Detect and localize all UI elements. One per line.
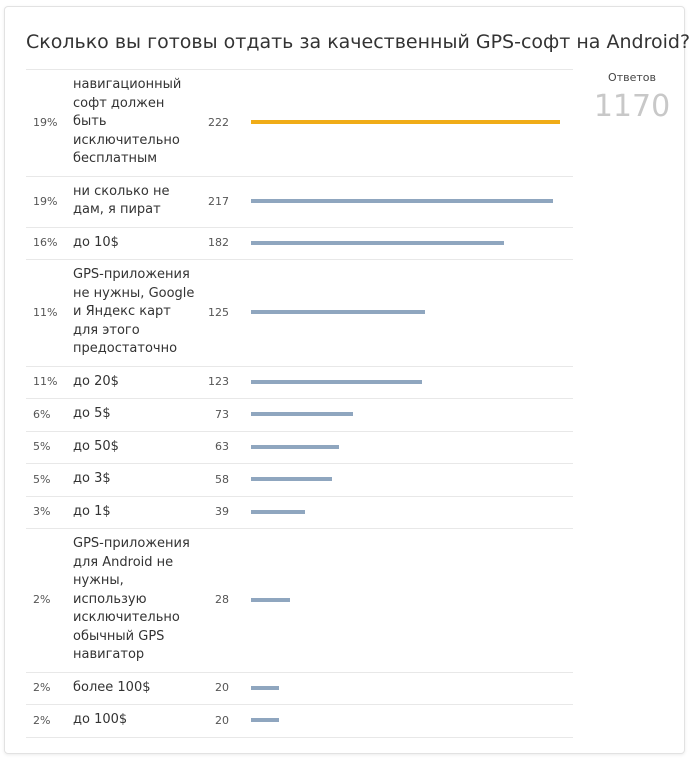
option-percent: 3% — [33, 505, 51, 519]
poll-option: 5% до 50$ 63 — [26, 430, 573, 464]
option-percent: 11% — [33, 375, 58, 389]
option-votes: 20 — [215, 681, 229, 695]
option-bar — [251, 199, 554, 203]
option-percent: 16% — [33, 236, 58, 250]
bar-track — [251, 240, 561, 245]
option-votes: 39 — [215, 505, 229, 519]
poll-title: Сколько вы готовы отдать за качественный… — [26, 31, 690, 53]
option-bar — [251, 685, 279, 690]
option-label: ни сколько не дам, я пират — [73, 183, 170, 218]
poll-option: 11% GPS-приложения не нужны, Google и Янд… — [26, 259, 573, 366]
option-label: до 50$ — [73, 438, 119, 454]
poll-option: 3% до 1$ 39 — [26, 495, 573, 529]
option-label: GPS-приложения для Android не нужны, исп… — [73, 536, 190, 662]
option-votes: 123 — [208, 375, 229, 389]
bar-track — [251, 120, 561, 125]
option-percent: 19% — [33, 194, 58, 208]
bar-track — [251, 718, 561, 723]
bar-track — [251, 685, 561, 690]
poll-option: 5% до 3$ 58 — [26, 463, 573, 496]
option-votes: 217 — [208, 194, 229, 208]
poll-option: 19% навигационный софт должен быть исключ… — [26, 69, 573, 176]
bar-track — [251, 412, 561, 417]
option-percent: 11% — [33, 305, 58, 319]
option-percent: 6% — [33, 407, 51, 421]
option-votes: 222 — [208, 115, 229, 129]
bar-track — [251, 509, 561, 514]
option-bar — [251, 412, 353, 417]
option-votes: 28 — [215, 593, 229, 607]
bar-track — [251, 444, 561, 449]
option-percent: 2% — [33, 681, 51, 695]
option-bar — [251, 477, 332, 482]
option-bar — [251, 310, 425, 315]
poll-option: 19% ни сколько не дам, я пират 217 — [26, 175, 573, 227]
poll-option: 11% до 20$ 123 — [26, 365, 573, 399]
option-label: до 20$ — [73, 373, 119, 389]
option-votes: 125 — [208, 305, 229, 319]
option-percent: 2% — [33, 593, 51, 607]
option-label: до 100$ — [73, 712, 128, 727]
option-bar — [251, 240, 505, 245]
option-votes: 58 — [215, 472, 229, 486]
option-votes: 20 — [215, 713, 229, 727]
option-bar — [251, 509, 306, 514]
option-votes: 73 — [215, 407, 229, 421]
option-bar — [251, 597, 290, 602]
option-percent: 5% — [33, 472, 51, 486]
option-percent: 19% — [33, 115, 58, 129]
bar-track — [251, 379, 561, 384]
poll-option: 6% до 5$ 73 — [26, 398, 573, 431]
option-bar — [251, 718, 279, 723]
poll-option: 2% более 100$ 20 — [26, 671, 573, 705]
option-votes: 63 — [215, 440, 229, 454]
bar-track — [251, 597, 561, 602]
option-percent: 2% — [33, 713, 51, 727]
option-votes: 182 — [208, 236, 229, 250]
option-label: до 10$ — [73, 234, 119, 250]
option-label: до 3$ — [73, 471, 111, 486]
poll-options: 19% навигационный софт должен быть исключ… — [26, 69, 573, 738]
poll-option: 2% до 100$ 20 — [26, 704, 573, 737]
option-percent: 5% — [33, 440, 51, 454]
bar-track — [251, 477, 561, 482]
bar-track — [251, 310, 561, 315]
poll-box: Сколько вы готовы отдать за качественный… — [4, 6, 690, 754]
option-bar — [251, 120, 560, 125]
option-label: более 100$ — [73, 679, 151, 695]
option-bar — [251, 379, 423, 384]
option-label: навигационный софт должен быть исключите… — [73, 77, 182, 166]
poll-option: 2% GPS-приложения для Android не нужны, и… — [26, 528, 573, 672]
option-label: GPS-приложения не нужны, Google и Яндекс… — [73, 267, 195, 356]
option-bar — [251, 444, 339, 449]
option-label: до 1$ — [73, 503, 111, 519]
answers-total: 1170 — [593, 89, 671, 124]
poll-option: 16% до 10$ 182 — [26, 226, 573, 260]
answers-label: Ответов — [608, 71, 656, 84]
bar-track — [251, 199, 561, 203]
option-label: до 5$ — [73, 406, 111, 421]
